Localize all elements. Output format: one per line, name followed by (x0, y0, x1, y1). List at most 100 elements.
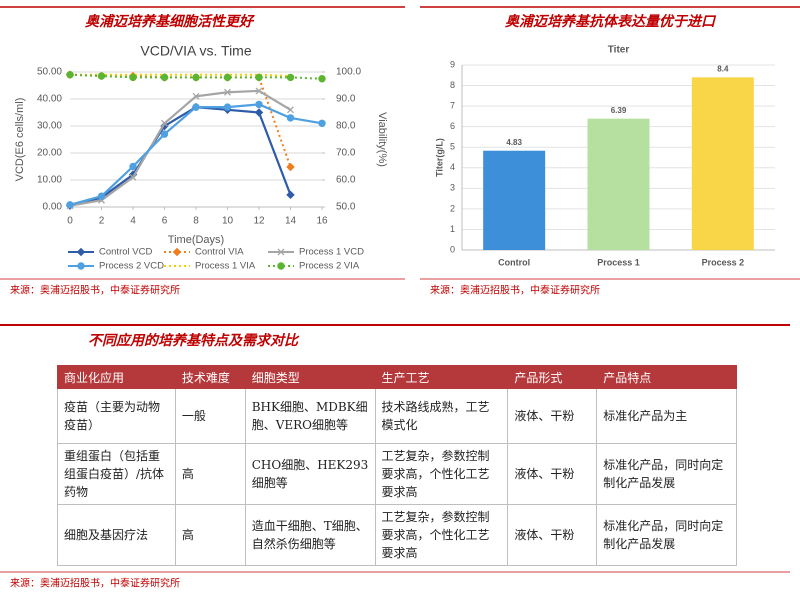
x-tick-label: 16 (316, 216, 328, 227)
heading: 奥浦迈培养基抗体表达量优于进口 (505, 13, 717, 30)
point (129, 73, 137, 82)
y-tick-label: 1 (450, 224, 455, 234)
legend-label: Process 1 VCD (299, 247, 364, 258)
y-axis-title: VCD(E6 cells/ml) (14, 98, 26, 182)
y-tick-label: 5 (450, 142, 455, 152)
header-cell: 商业化应用 (57, 365, 176, 389)
point (66, 201, 74, 209)
y2-axis-title: Viability(%) (376, 112, 388, 167)
x-tick-label: 6 (162, 216, 168, 227)
point (66, 71, 74, 79)
legend-label: Control VIA (195, 247, 244, 258)
cell: 造血干细胞、T细胞、自然杀伤细胞等 (244, 504, 376, 566)
heading: 奥浦迈培养基细胞活性更好 (85, 13, 255, 30)
y-tick-label: 20.00 (37, 148, 62, 159)
source: 来源：奥浦迈招股书，中泰证券研究所 (430, 284, 600, 297)
x-axis-title: Time(Days) (168, 234, 224, 246)
y2-tick-label: 60.0 (336, 175, 356, 186)
table-header: 商业化应用 技术难度 细胞类型 生产工艺 产品形式 产品特点 (57, 365, 737, 389)
y2-tick-label: 50.0 (336, 202, 356, 213)
header-cell: 产品特点 (596, 365, 737, 389)
table-row: 重组蛋白（包括重组蛋白疫苗）/抗体药物高 CHO细胞、HEK293细胞等 工艺复杂，… (57, 443, 737, 505)
table-row: 细胞及基因疗法高造血干细胞、T细胞、自然杀伤细胞等 工艺复杂，参数控制要求高，个性… (57, 504, 737, 566)
cell: 液体、干粉 (507, 388, 598, 444)
point (255, 73, 263, 82)
bar (483, 150, 546, 250)
header-cell: 细胞类型 (244, 365, 376, 389)
table: 商业化应用 技术难度 细胞类型 生产工艺 产品形式 产品特点 疫苗（主要为动物疫苗） 一般 B… (57, 365, 737, 566)
point (160, 73, 169, 82)
legend-marker (76, 247, 86, 257)
chart-title: VCD/VIA vs. Time (140, 43, 251, 59)
point (97, 192, 106, 200)
x-tick-label: 0 (67, 216, 73, 227)
point (318, 75, 326, 83)
point (223, 103, 232, 111)
point (160, 130, 169, 138)
legend-label: Process 2 VCD (99, 261, 164, 272)
cell: 液体、干粉 (507, 504, 598, 566)
point (255, 100, 263, 109)
y2-tick-label: 90.0 (336, 94, 356, 105)
series-line (70, 73, 291, 78)
x-tick-label: 8 (193, 216, 199, 227)
y-tick-label: 10.00 (37, 175, 62, 186)
cell: CHO细胞、HEK293细胞等 (244, 443, 376, 505)
cell: 标准化产品，同时向定制化产品发展 (596, 443, 737, 505)
y-tick-label: 30.00 (37, 121, 62, 132)
cell: BHK细胞、MDBK细胞、VERO细胞等 (244, 388, 376, 444)
x-tick-label: 12 (253, 216, 265, 227)
y-tick-label: 0.00 (43, 202, 63, 213)
point (287, 106, 294, 114)
series-line (69, 105, 292, 207)
point (286, 162, 295, 172)
point (286, 190, 295, 200)
y-tick-label: 4 (450, 162, 455, 172)
legend-label: Process 2 VIA (299, 261, 360, 272)
legend-label: Control VCD (99, 247, 152, 258)
header-cell: 技术难度 (174, 365, 246, 389)
y-tick-label: 9 (450, 59, 455, 69)
point (192, 103, 200, 111)
point (129, 162, 137, 171)
table-body: 疫苗（主要为动物疫苗） 一般 BHK细胞、MDBK细胞、VERO细胞等 技术路线成熟，… (57, 388, 737, 566)
x-tick-label: 2 (99, 216, 105, 227)
legend-marker (172, 247, 182, 257)
legend-marker (277, 248, 285, 256)
bar (691, 77, 754, 250)
cell: 液体、干粉 (507, 443, 598, 505)
y-tick-label: 0 (450, 244, 455, 254)
x-tick-label: Process 1 (597, 257, 640, 267)
point (255, 87, 263, 95)
y-tick-label: 50.00 (37, 67, 62, 78)
x-tick-label: 10 (222, 216, 234, 227)
point (97, 72, 106, 80)
value-label: 6.39 (611, 106, 627, 115)
point (286, 114, 295, 122)
cell: 标准化产品，同时向定制化产品发展 (596, 504, 737, 566)
y-tick-label: 8 (450, 80, 455, 90)
cell: 一般 (174, 388, 246, 444)
y2-tick-label: 80.0 (336, 121, 356, 132)
source: 来源：奥浦迈招股书，中泰证券研究所 (10, 577, 180, 590)
chart-title: Titer (608, 45, 630, 56)
table-row: 疫苗（主要为动物疫苗） 一般 BHK细胞、MDBK细胞、VERO细胞等 技术路线成熟，… (57, 388, 737, 444)
cell: 工艺复杂，参数控制要求高，个性化工艺要求高 (374, 504, 509, 566)
point (161, 119, 168, 127)
cell: 高 (174, 504, 246, 566)
heading: 不同应用的培养基特点及需求对比 (88, 332, 300, 349)
value-label: 4.83 (506, 138, 522, 147)
y2-tick-label: 100.0 (336, 67, 361, 78)
cell: 重组蛋白（包括重组蛋白疫苗）/抗体药物 (57, 443, 176, 505)
legend-marker (277, 262, 285, 270)
x-tick-label: 4 (130, 216, 136, 227)
y-tick-label: 40.00 (37, 94, 62, 105)
cell: 疫苗（主要为动物疫苗） (57, 388, 176, 444)
point (224, 88, 231, 96)
y-tick-label: 7 (450, 100, 455, 110)
series-line (69, 103, 323, 206)
y-tick-label: 6 (450, 121, 455, 131)
bar (587, 118, 650, 251)
point (318, 119, 326, 128)
cell: 高 (174, 443, 246, 505)
